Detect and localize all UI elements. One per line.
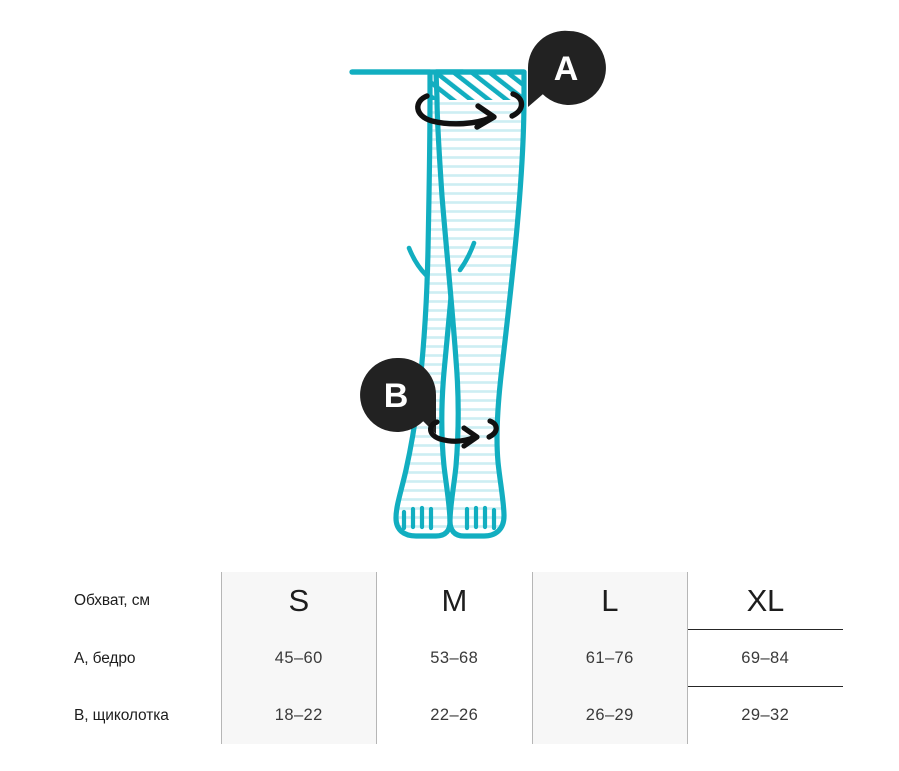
header-label-measure: Обхват, см xyxy=(74,592,150,609)
cell-thigh-xl-value: 69–84 xyxy=(741,649,790,667)
row-label-thigh: A, бедро xyxy=(74,649,136,667)
table-row-thigh: A, бедро 45–60 53–68 61–76 69–84 xyxy=(66,630,843,687)
header-rule xyxy=(687,629,843,630)
marker-b-label: B xyxy=(384,377,409,415)
size-chart-table: Обхват, см S M L XL A, бедро 45–60 53–68… xyxy=(66,572,843,744)
table-row-ankle: B, щиколотка 18–22 22–26 26–29 29–32 xyxy=(66,687,843,744)
cell-thigh-s: 45–60 xyxy=(221,630,377,687)
header-cell-measure: Обхват, см xyxy=(66,572,221,630)
cell-thigh-xl: 69–84 xyxy=(687,630,843,687)
knee-crease-marks xyxy=(406,240,477,278)
cell-ankle-s: 18–22 xyxy=(221,687,377,744)
toes xyxy=(401,505,497,531)
header-cell-m: M xyxy=(377,572,533,630)
cell-thigh-l: 61–76 xyxy=(532,630,688,687)
cell-ankle-m: 22–26 xyxy=(430,706,479,724)
arrow-b xyxy=(428,418,499,449)
table-header-row: Обхват, см S M L XL xyxy=(66,572,843,630)
header-label-s: S xyxy=(288,583,310,618)
cell-ankle-l: 26–29 xyxy=(532,687,688,744)
cell-ankle-xl: 29–32 xyxy=(741,706,790,724)
marker-a-label: A xyxy=(554,50,579,88)
cell-thigh-m: 53–68 xyxy=(430,649,479,667)
arrow-a xyxy=(415,91,525,130)
right-leg xyxy=(420,70,620,536)
header-cell-l: L xyxy=(532,572,688,630)
row-rule-thigh xyxy=(687,686,843,687)
header-label-xl: XL xyxy=(746,583,785,618)
header-cell-s: S xyxy=(221,572,377,630)
header-label-l: L xyxy=(601,583,619,618)
header-label-m: M xyxy=(441,583,468,618)
row-label-ankle: B, щиколотка xyxy=(74,706,169,724)
marker-a: A xyxy=(527,30,606,107)
header-cell-xl: XL xyxy=(687,572,843,630)
stocking-size-illustration: A B xyxy=(349,30,620,560)
marker-b: B xyxy=(360,357,437,434)
